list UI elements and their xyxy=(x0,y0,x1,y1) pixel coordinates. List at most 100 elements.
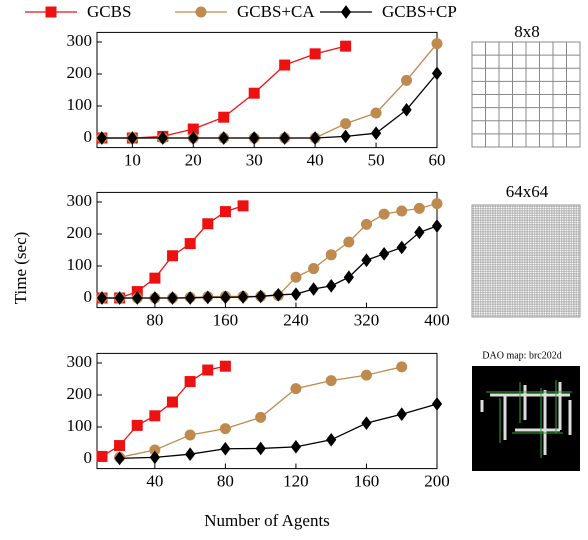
marker xyxy=(344,271,353,283)
x-axis-title: Number of Agents xyxy=(204,511,330,530)
marker xyxy=(326,250,336,260)
series-line xyxy=(102,44,437,138)
marker xyxy=(249,88,259,98)
marker xyxy=(371,108,381,118)
y-tick-label: 300 xyxy=(67,31,93,50)
marker xyxy=(341,41,351,51)
series-line xyxy=(120,404,437,458)
marker xyxy=(326,376,336,386)
marker xyxy=(280,60,290,70)
marker xyxy=(344,237,354,247)
x-tick-label: 40 xyxy=(307,151,324,170)
marker xyxy=(341,119,351,129)
x-tick-label: 160 xyxy=(354,472,380,491)
x-tick-label: 320 xyxy=(354,311,380,330)
marker xyxy=(362,417,371,429)
marker xyxy=(341,130,350,142)
x-tick-label: 40 xyxy=(146,472,163,491)
marker xyxy=(203,219,213,229)
marker xyxy=(433,398,442,410)
map-title: 8x8 xyxy=(514,22,540,41)
y-tick-label: 200 xyxy=(67,223,93,242)
plot-frame xyxy=(97,32,437,147)
marker xyxy=(115,441,125,451)
marker xyxy=(432,39,442,49)
marker xyxy=(256,412,266,422)
marker xyxy=(327,280,336,292)
marker xyxy=(186,448,195,460)
marker xyxy=(309,283,318,295)
x-tick-label: 10 xyxy=(124,151,141,170)
marker xyxy=(220,207,230,217)
y-tick-label: 100 xyxy=(67,416,93,435)
x-tick-label: 80 xyxy=(217,472,234,491)
marker xyxy=(185,239,195,249)
marker xyxy=(150,411,160,421)
marker xyxy=(168,251,178,261)
legend-label: GCBS+CA xyxy=(237,2,315,21)
y-tick-label: 0 xyxy=(84,287,93,306)
marker xyxy=(291,384,301,394)
map-8x8 xyxy=(472,42,580,147)
y-tick-label: 100 xyxy=(67,95,93,114)
marker xyxy=(309,264,319,274)
marker xyxy=(150,273,160,283)
marker xyxy=(238,201,248,211)
marker xyxy=(203,365,213,375)
marker xyxy=(185,377,195,387)
series-line xyxy=(102,73,437,138)
y-tick-label: 100 xyxy=(67,255,93,274)
series-line xyxy=(102,46,346,138)
x-tick-label: 20 xyxy=(185,151,202,170)
marker xyxy=(132,420,142,430)
y-tick-label: 0 xyxy=(84,127,93,146)
marker xyxy=(397,408,406,420)
legend-marker xyxy=(342,6,351,18)
y-tick-label: 300 xyxy=(67,352,93,371)
legend-label: GCBS+CP xyxy=(382,2,457,21)
marker xyxy=(219,112,229,122)
x-tick-label: 120 xyxy=(283,472,309,491)
figure: Time (sec) Number of Agents 8x8 64x64 DA… xyxy=(0,0,588,540)
marker xyxy=(380,248,389,260)
marker xyxy=(185,430,195,440)
marker xyxy=(221,443,230,455)
y-axis-title: Time (sec) xyxy=(11,232,30,305)
marker xyxy=(397,241,406,253)
legend-marker xyxy=(196,7,206,17)
y-tick-label: 0 xyxy=(84,448,93,467)
x-tick-label: 30 xyxy=(246,151,263,170)
legend-label: GCBS xyxy=(87,2,131,21)
y-tick-label: 300 xyxy=(67,191,93,210)
marker xyxy=(379,209,389,219)
x-tick-label: 200 xyxy=(424,472,450,491)
map-title: 64x64 xyxy=(506,182,549,201)
x-tick-label: 80 xyxy=(146,311,163,330)
marker xyxy=(291,288,300,300)
marker xyxy=(220,361,230,371)
marker xyxy=(414,203,424,213)
x-tick-label: 400 xyxy=(424,311,450,330)
marker xyxy=(361,219,371,229)
marker xyxy=(97,451,107,461)
marker xyxy=(402,75,412,85)
marker xyxy=(362,254,371,266)
map-64x64 xyxy=(472,205,580,317)
marker xyxy=(361,370,371,380)
x-tick-label: 60 xyxy=(429,151,446,170)
marker xyxy=(291,441,300,453)
marker xyxy=(291,272,301,282)
marker xyxy=(432,199,442,209)
y-tick-label: 200 xyxy=(67,384,93,403)
marker xyxy=(220,424,230,434)
marker xyxy=(310,49,320,59)
series-line xyxy=(102,226,437,298)
marker xyxy=(397,362,407,372)
x-tick-label: 160 xyxy=(213,311,239,330)
marker xyxy=(397,206,407,216)
marker xyxy=(372,127,381,139)
marker xyxy=(256,442,265,454)
marker xyxy=(167,397,177,407)
marker xyxy=(433,220,442,232)
marker xyxy=(415,226,424,238)
